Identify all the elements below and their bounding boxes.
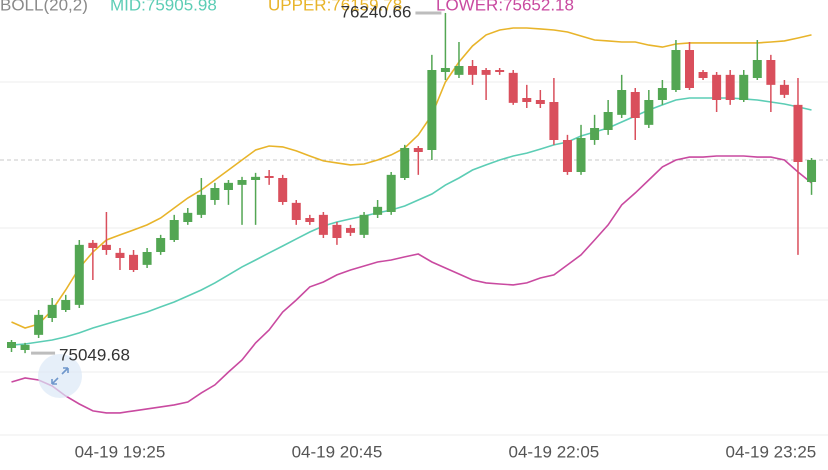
candle-body <box>291 202 301 220</box>
candle-body <box>34 314 44 335</box>
candle-body <box>251 176 261 180</box>
candle-body <box>522 98 532 102</box>
candle-body <box>74 244 84 305</box>
candle-body <box>766 60 776 85</box>
candle-body <box>657 88 667 100</box>
candle-body <box>779 84 789 95</box>
candle-body <box>752 60 762 78</box>
candle-body <box>535 100 545 104</box>
candle-body <box>698 72 708 78</box>
candle-body <box>20 344 30 350</box>
candle-body <box>549 102 559 140</box>
candle-body <box>346 228 355 233</box>
candle-body <box>440 68 450 72</box>
candle-body <box>237 180 247 185</box>
candle-body <box>169 220 179 240</box>
candle-body <box>318 214 328 235</box>
drag-handle[interactable] <box>38 354 82 398</box>
candle-body <box>142 252 152 265</box>
candle-body <box>413 148 423 152</box>
legend-entry: MID:75905.98 <box>110 0 217 14</box>
candle-body <box>210 188 220 200</box>
candle-body <box>264 176 274 178</box>
candle-body <box>495 70 505 72</box>
candle-body <box>386 174 396 212</box>
x-tick-label: 04-19 19:25 <box>75 442 166 461</box>
candle-body <box>278 178 288 202</box>
band-line <box>11 27 812 329</box>
candle-body <box>305 218 315 222</box>
x-tick-label: 04-19 20:45 <box>292 442 383 461</box>
candle-body <box>373 206 383 215</box>
candle-body <box>427 70 437 150</box>
candle-body <box>671 50 681 90</box>
candle-body <box>88 242 98 248</box>
candle-body <box>603 112 613 130</box>
candle-body <box>454 66 464 75</box>
candle-body <box>508 72 518 103</box>
legend: BOLL(20,2) MID:75905.98 UPPER:76159.78 LOW… <box>0 0 574 14</box>
band-line <box>11 97 812 346</box>
drag-icon <box>51 367 69 385</box>
max-price-label: 76240.66 <box>341 2 412 21</box>
candle-body <box>562 140 572 172</box>
band-line <box>11 155 813 414</box>
candle-body <box>156 238 166 252</box>
candle-body <box>196 194 206 215</box>
candle-body <box>712 74 722 100</box>
candle-body <box>481 70 491 75</box>
candle-body <box>725 74 735 100</box>
candle-body <box>400 148 410 178</box>
background-grid <box>0 81 828 436</box>
candle-body <box>359 214 369 235</box>
x-tick-label: 04-19 22:05 <box>509 442 600 461</box>
candle-body <box>129 254 139 270</box>
candle-body <box>47 304 57 318</box>
candle-body <box>332 224 342 238</box>
candle-body <box>183 212 193 222</box>
legend-entry: LOWER:75652.18 <box>436 0 574 14</box>
candle-body <box>223 182 233 190</box>
x-tick-label: 04-19 23:25 <box>725 442 816 461</box>
candle-body <box>685 50 694 88</box>
candle-body <box>468 66 478 75</box>
candle-body <box>115 252 125 258</box>
candle-body <box>576 138 586 172</box>
candle-body <box>61 300 71 310</box>
indicator-label: BOLL(20,2) <box>0 0 88 14</box>
candle-body <box>793 104 803 162</box>
candle-body <box>807 160 817 182</box>
candle-body <box>630 92 640 118</box>
plot-area <box>7 12 817 414</box>
candle-body <box>101 244 111 250</box>
candle-body <box>7 342 16 348</box>
candle-body <box>739 74 749 100</box>
candle-body <box>644 100 654 125</box>
candle-body <box>617 90 627 115</box>
min-price-label: 75049.68 <box>59 346 130 365</box>
candle-body <box>590 128 600 140</box>
legend-entry: UPPER:76159.78 <box>268 0 402 14</box>
